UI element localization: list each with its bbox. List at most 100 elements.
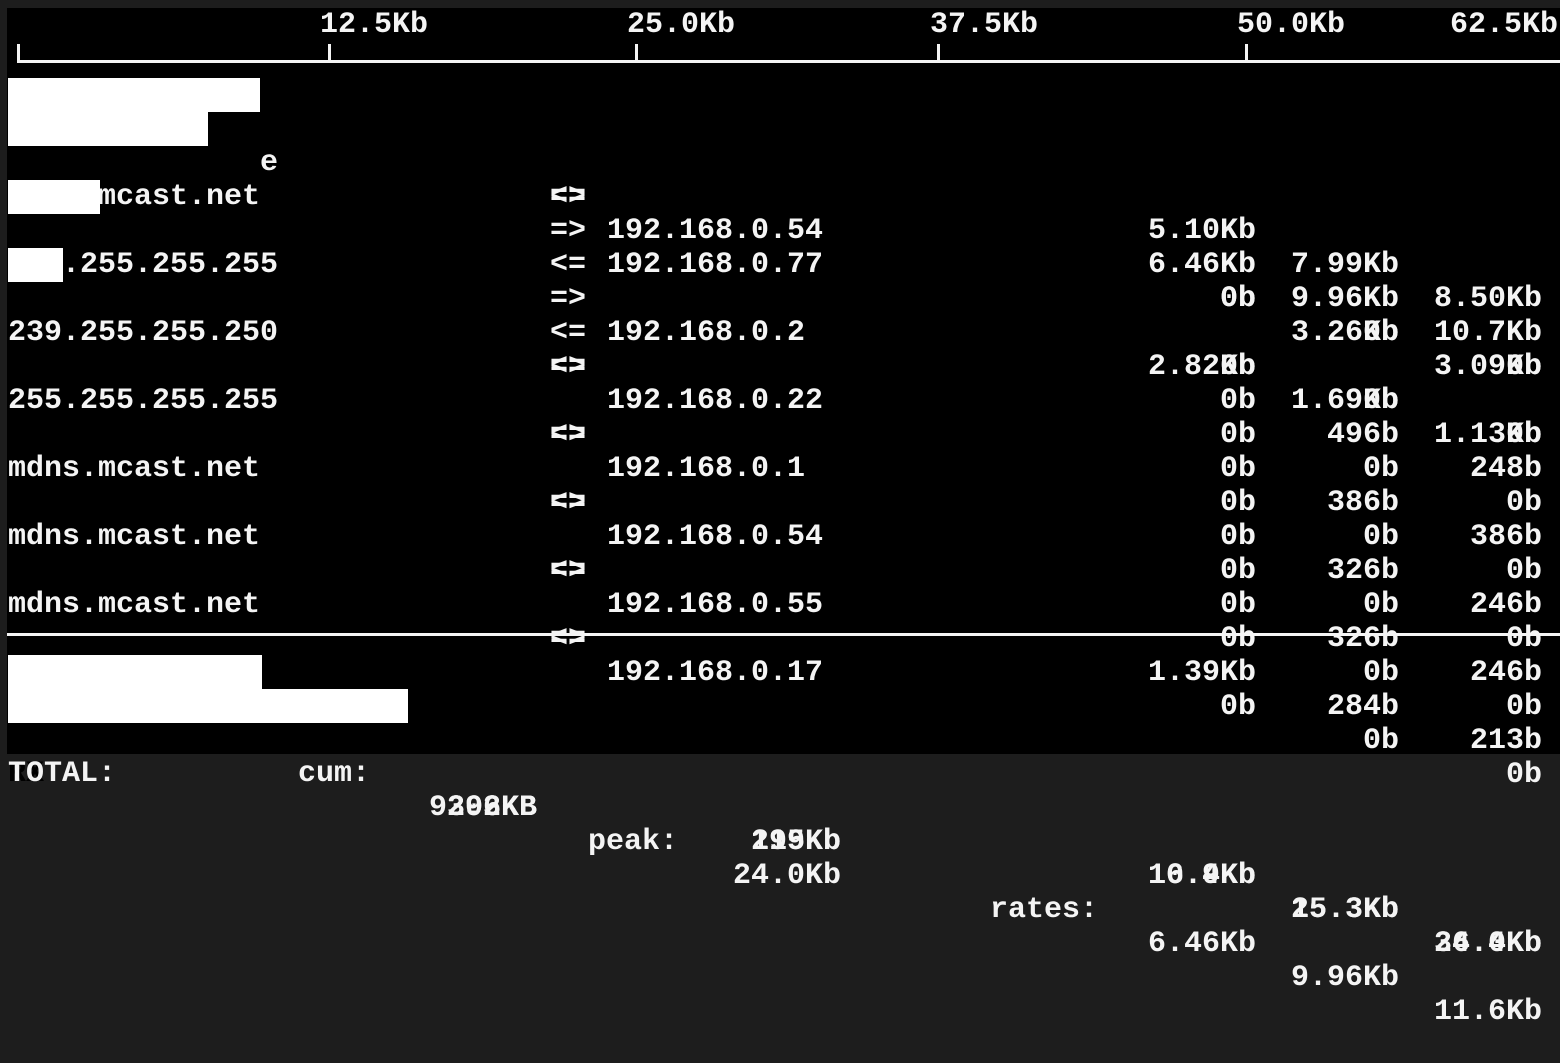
window-border-left [0,0,7,760]
scale-label: 25.0Kb [627,8,736,42]
rate-10s: 0b [1362,656,1399,690]
total-rate-10s: 25.3Kb [1290,893,1399,927]
remote-host: 192.168.0.55 [607,588,824,622]
scale-label: 12.5Kb [320,8,429,42]
cum-label: cum: [298,757,371,791]
rate-2s: 1.39Kb [1147,656,1256,690]
rate-2s: 0b [1219,554,1256,588]
total-peak-value: 219Kb [750,825,841,859]
scale-label: 50.0Kb [1237,8,1346,42]
local-host: contructor2.pve [8,146,278,180]
rx-arrow: <= [550,418,587,452]
rate-10s: 7.99Kb [1290,248,1399,282]
rx-arrow: <= [550,248,587,282]
tx-arrow: => [550,180,587,214]
rate-10s: 0b [1362,588,1399,622]
rate-40s: 10.7Kb [1433,316,1542,350]
rate-2s: 0b [1219,520,1256,554]
flow-line-rx: <= 0b 326b 246b [0,452,1560,622]
scale-ruler-line [17,60,1560,63]
scale-tick [17,44,20,61]
rate-40s: 0b [1505,418,1542,452]
tx-arrow: => [550,486,587,520]
scale-label: 37.5Kb [930,8,1039,42]
rate-40s: 213b [1469,724,1542,758]
selection-highlight [8,689,408,723]
rate-40s: 0b [1505,758,1542,792]
flow-line-tx: mdns.mcast.net => 192.168.0.17 0b 0b 0b [0,554,1560,792]
remote-host: 192.168.0.17 [607,656,824,690]
rate-40s: 3.09Kb [1433,350,1542,384]
tx-arrow: => [550,214,587,248]
rates-label: rates: [990,893,1099,927]
rate-40s: 0b [1505,622,1542,656]
total-rate-40s: 36.0Kb [1433,927,1542,961]
flow-line-rx: <= 5.10Kb 7.99Kb 8.50Kb [0,112,1560,316]
rate-2s: 5.10Kb [1147,214,1256,248]
tx-arrow: => [550,350,587,384]
local-host: mdns.mcast.net [8,588,261,622]
rate-40s: 0b [1505,554,1542,588]
rate-10s: 284b [1326,690,1399,724]
rate-40s: 246b [1469,656,1542,690]
rate-40s: 246b [1469,588,1542,622]
rate-2s: 6.46Kb [1147,248,1256,282]
flow-line-tx: mdns.mcast.net => 192.168.0.54 0b 0b 0b [0,418,1560,656]
flow-line-rx: <= 0b 326b 246b [0,520,1560,690]
remote-host: 192.168.0.54 [607,214,824,248]
tx-rate-2s: 6.46Kb [1147,927,1256,961]
remote-host: 192.168.0.2 [607,316,806,350]
iftop-terminal[interactable]: 12.5Kb 25.0Kb 37.5Kb 50.0Kb 62.5Kb contr… [0,0,1560,1029]
rate-2s: 0b [1219,282,1256,316]
rate-40s: 0b [1505,486,1542,520]
rate-10s: 496b [1326,418,1399,452]
rate-10s: 386b [1326,486,1399,520]
rate-10s: 0b [1362,384,1399,418]
rate-10s: 9.96Kb [1290,282,1399,316]
rate-2s: 0b [1219,486,1256,520]
rate-2s: 0b [1219,452,1256,486]
total-cum-value: 296KB [446,791,537,825]
rate-2s: 2.82Kb [1147,350,1256,384]
rate-10s: 0b [1362,724,1399,758]
rate-40s: 8.50Kb [1433,282,1542,316]
rx-arrow: <= [550,350,587,384]
rate-40s: 1.13Kb [1433,418,1542,452]
summary-row-total: TOTAL: 296KB 219Kb 16.9Kb 25.3Kb 36.0Kb [0,723,1560,961]
flow-line-tx: 239.255.255.250 => 192.168.0.22 0b 0b 0b [0,282,1560,520]
rate-10s: 0b [1362,520,1399,554]
rate-40s: 386b [1469,520,1542,554]
rx-arrow: <= [550,622,587,656]
total-rate-2s: 16.9Kb [1147,859,1256,893]
selection-highlight [8,112,208,146]
rate-10s: 3.26Kb [1290,316,1399,350]
scale-tick [328,44,331,61]
total-label: TOTAL: [8,757,117,791]
rate-10s: 326b [1326,554,1399,588]
selection-highlight [8,655,262,689]
tx-arrow: => [550,418,587,452]
local-host-rest-text: e [260,146,279,180]
summary-row-rx: RX: 203KB 195Kb 10.4Kb 15.3Kb 24.4Kb [0,689,1560,961]
scale-tick [635,44,638,61]
local-host: mdns.mcast.net [8,452,261,486]
local-host-selected-text: contructor2.pv [8,146,261,180]
flow-line-tx: contructor2.pve => 192.168.0.54 6.46Kb 9… [0,78,1560,350]
flow-line-tx: 255.255.255.255 => 192.168.0.1 0b 0b 0b [0,350,1560,588]
local-host: 255.255.255.255 [8,384,279,418]
rate-2s: 0b [1219,622,1256,656]
scale-tick [1245,44,1248,61]
peak-label: peak: [588,825,679,859]
rate-40s: 0b [1505,690,1542,724]
tx-arrow: => [550,554,587,588]
rate-2s: 0b [1219,384,1256,418]
flow-line-rx: <= 0b 496b 248b [0,316,1560,486]
summary-row-tx: TX: cum: 93.2KB peak: 24.0Kb rates: 6.46… [0,655,1560,1029]
remote-host: 192.168.0.77 [607,248,824,282]
tx-label: TX: [8,723,63,757]
rate-10s: 0b [1362,316,1399,350]
local-host: mdns.mcast.net [8,520,261,554]
remote-host: 192.168.0.22 [607,384,824,418]
rx-arrow: <= [550,486,587,520]
scale-tick [937,44,940,61]
